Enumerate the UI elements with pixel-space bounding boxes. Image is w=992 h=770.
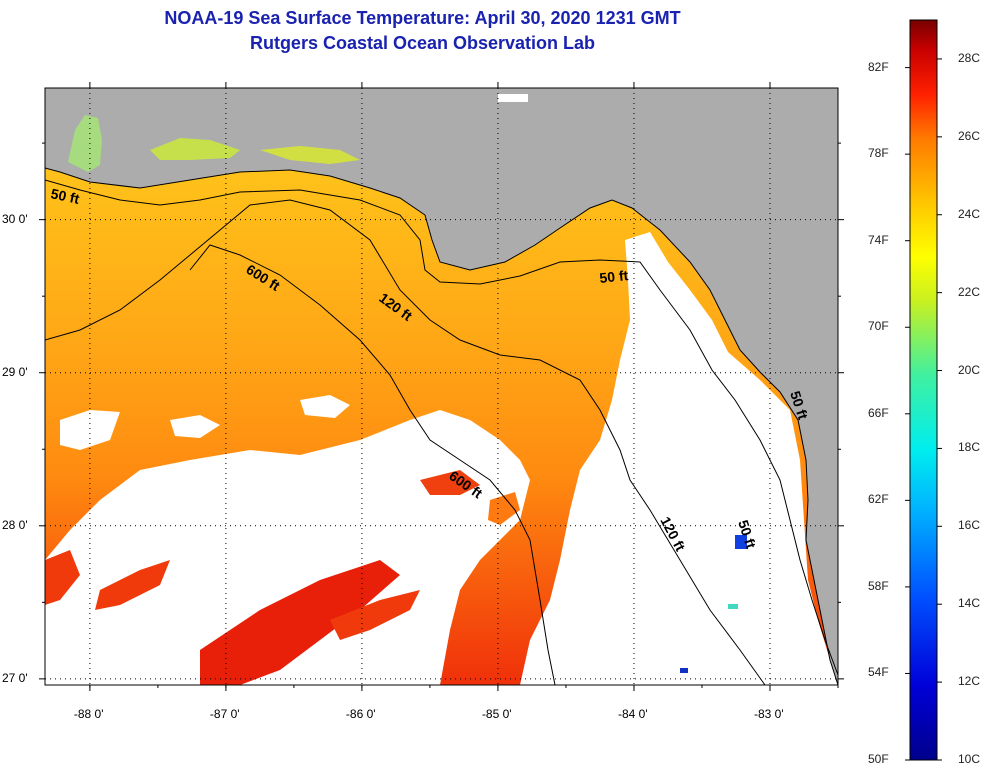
colorbar-label-fahrenheit: 70F bbox=[868, 319, 889, 334]
lat-tick-label: 29 0' bbox=[2, 364, 28, 379]
colorbar-label-fahrenheit: 50F bbox=[868, 752, 889, 766]
contour-120ft bbox=[45, 199, 766, 685]
lat-tick-label: 28 0' bbox=[2, 517, 28, 532]
colorbar-label-fahrenheit: 74F bbox=[868, 232, 889, 247]
colorbar-label-celsius: 10C bbox=[958, 752, 981, 766]
lat-tick-label: 27 0' bbox=[2, 670, 28, 685]
warm-streaks bbox=[45, 470, 520, 685]
lon-tick-label: -85 0' bbox=[481, 707, 512, 721]
coastal-cool-water bbox=[68, 115, 102, 172]
contour-50ft-west bbox=[45, 179, 838, 676]
colorbar-label-fahrenheit: 54F bbox=[868, 665, 889, 680]
lon-tick-label: -83 0' bbox=[753, 707, 784, 721]
lon-tick-label: -87 0' bbox=[209, 707, 240, 721]
colorbar-label-celsius: 20C bbox=[958, 362, 981, 377]
lon-tick-label: -86 0' bbox=[345, 707, 376, 721]
inland-speck bbox=[498, 94, 528, 102]
coastline bbox=[45, 167, 838, 685]
grid-lines bbox=[45, 88, 838, 685]
contour-label: 50 ft bbox=[599, 267, 630, 286]
colorbar-label-celsius: 14C bbox=[958, 596, 981, 611]
lon-tick-label: -88 0' bbox=[73, 707, 104, 721]
title-line-1: NOAA-19 Sea Surface Temperature: April 3… bbox=[164, 8, 681, 28]
colorbar-label-celsius: 12C bbox=[958, 674, 981, 689]
colorbar bbox=[909, 19, 938, 761]
contour-label: 50 ft bbox=[49, 185, 81, 207]
bay-water-2 bbox=[260, 146, 360, 164]
map-frame bbox=[44, 87, 839, 686]
colorbar-label-celsius: 16C bbox=[958, 518, 981, 533]
colorbar-label-fahrenheit: 62F bbox=[868, 492, 889, 507]
axis-ticks bbox=[39, 82, 844, 691]
bay-water bbox=[150, 138, 240, 160]
cold-spot bbox=[735, 535, 747, 549]
colorbar-label-celsius: 28C bbox=[958, 50, 981, 65]
colorbar-ticks bbox=[905, 58, 942, 761]
colorbar-label-celsius: 22C bbox=[958, 284, 981, 299]
colorbar-label-fahrenheit: 58F bbox=[868, 578, 889, 593]
colorbar-label-celsius: 24C bbox=[958, 206, 981, 221]
colorbar-label-celsius: 26C bbox=[958, 128, 981, 143]
contour-600ft bbox=[189, 244, 556, 685]
title-line-2: Rutgers Coastal Ocean Observation Lab bbox=[249, 33, 596, 53]
colorbar-label-celsius: 18C bbox=[958, 440, 981, 455]
cool-spot bbox=[728, 604, 738, 609]
colorbar-label-fahrenheit: 82F bbox=[868, 59, 889, 74]
cold-spot-south bbox=[680, 668, 688, 673]
colorbar-label-fahrenheit: 66F bbox=[868, 405, 889, 420]
cloud-cover bbox=[45, 232, 838, 685]
colorbar-label-fahrenheit: 78F bbox=[868, 146, 889, 161]
lat-tick-label: 30 0' bbox=[2, 211, 28, 226]
lon-tick-label: -84 0' bbox=[617, 707, 648, 721]
